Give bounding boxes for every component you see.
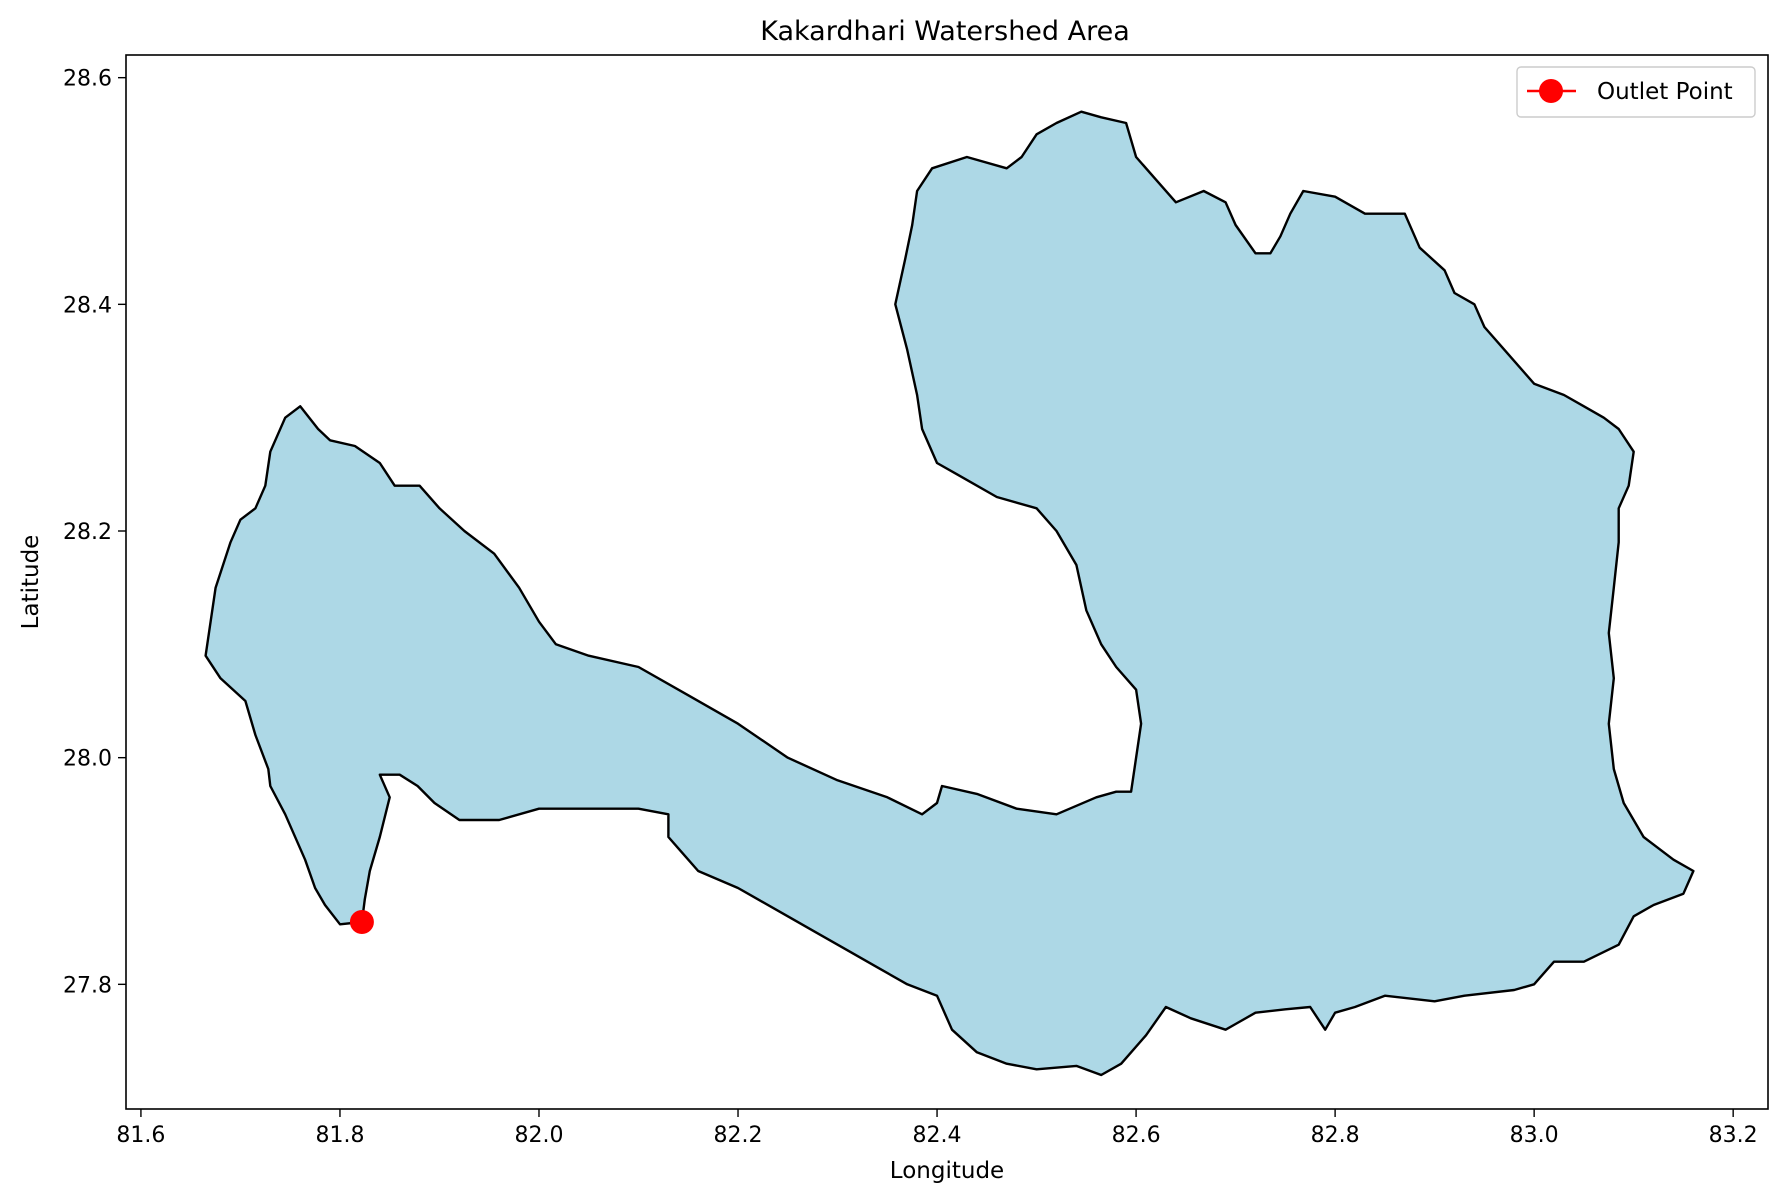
axes-frame <box>125 54 1769 1110</box>
x-tick-label: 83.0 <box>1510 1123 1559 1148</box>
y-tick-label: 27.8 <box>63 973 112 998</box>
x-axis-ticks: 81.6 81.8 82.0 82.2 82.4 82.6 82.8 83.0 83.2 <box>116 1109 1758 1148</box>
x-tick-label: 82.2 <box>714 1123 763 1148</box>
legend: Outlet Point <box>1516 66 1756 118</box>
y-tick-label: 28.0 <box>63 747 112 772</box>
y-axis-label: Latitude <box>18 535 44 630</box>
y-axis-ticks: 27.8 28.0 28.2 28.4 28.6 <box>63 67 126 998</box>
plot-content <box>204 110 1695 1077</box>
x-tick-label: 82.4 <box>913 1123 962 1148</box>
x-tick-label: 82.6 <box>1112 1123 1161 1148</box>
x-axis-label: Longitude <box>890 1158 1004 1184</box>
x-tick-label: 82.0 <box>514 1123 563 1148</box>
y-tick-label: 28.4 <box>63 293 112 318</box>
outlet-point-marker <box>349 910 374 934</box>
x-tick-label: 82.8 <box>1311 1123 1360 1148</box>
legend-label-outlet: Outlet Point <box>1597 79 1733 105</box>
legend-outlet-marker-icon <box>1539 79 1563 103</box>
x-tick-label: 81.6 <box>116 1123 165 1148</box>
watershed-polygon <box>204 110 1695 1077</box>
legend-box <box>1516 66 1756 118</box>
x-tick-label: 81.8 <box>315 1123 364 1148</box>
x-tick-label: 83.2 <box>1709 1123 1758 1148</box>
y-tick-label: 28.2 <box>63 520 112 545</box>
chart-title: Kakardhari Watershed Area <box>760 16 1130 47</box>
y-tick-label: 28.6 <box>63 67 112 92</box>
